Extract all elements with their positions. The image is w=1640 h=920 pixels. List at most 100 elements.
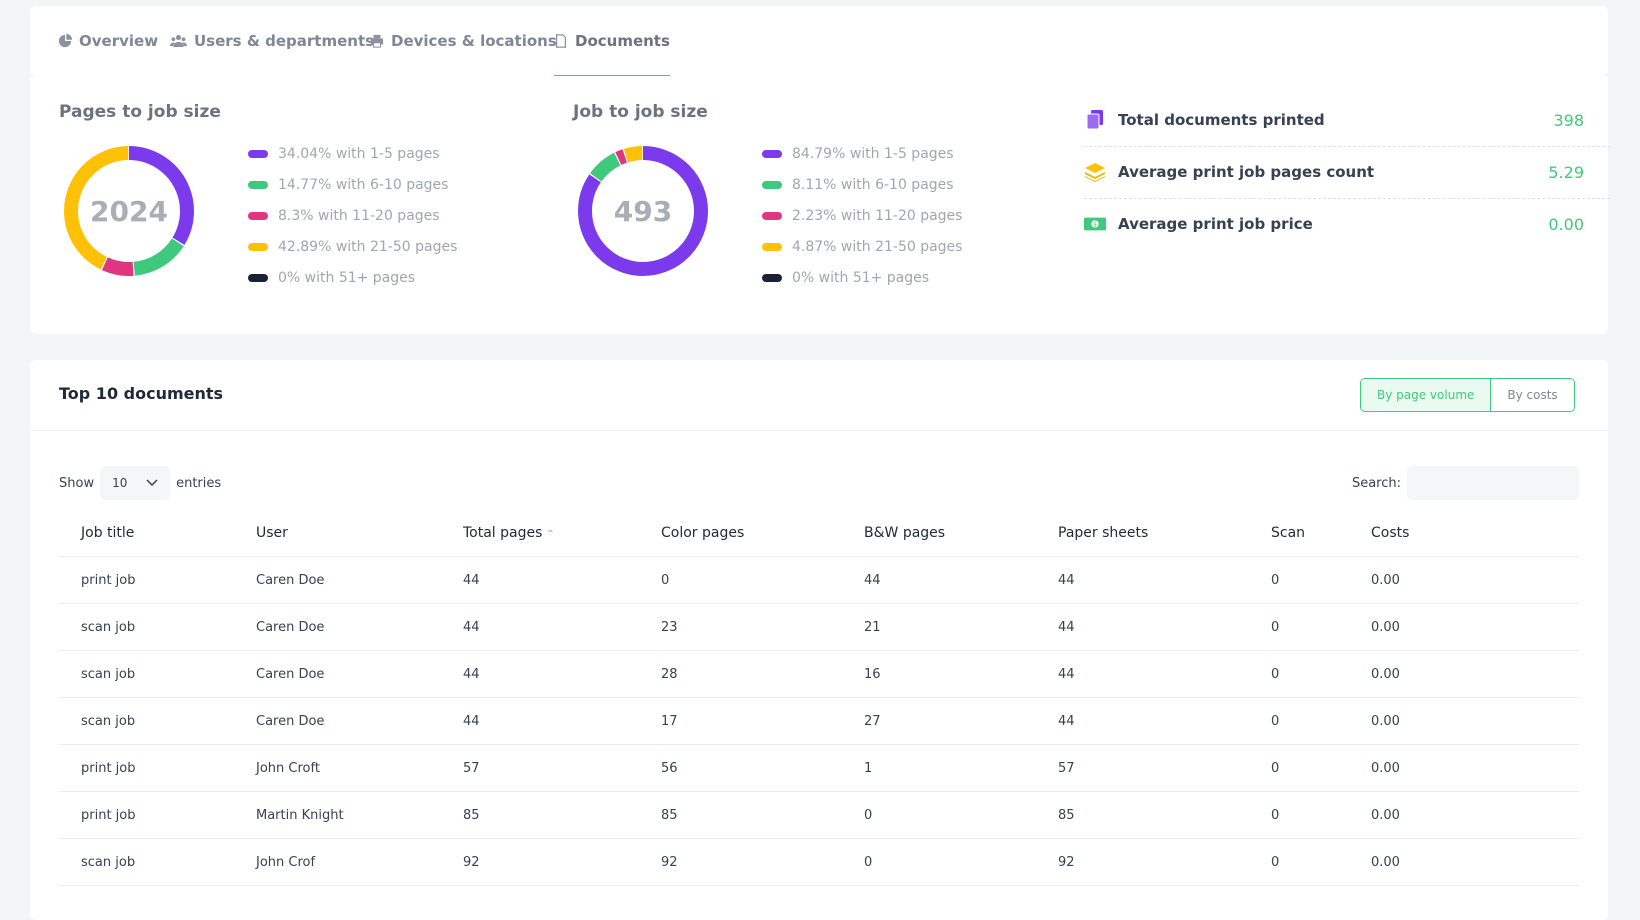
kpi-total-documents: Total documents printed 398 xyxy=(1084,94,1610,147)
column-label: Job title xyxy=(81,525,135,541)
cell-color-pages: 92 xyxy=(639,838,842,886)
cell-total-pages: 57 xyxy=(441,744,639,792)
cell-costs: 0.00 xyxy=(1349,556,1579,604)
cell-paper-sheets: 85 xyxy=(1036,791,1249,839)
cell-user: John Crof xyxy=(234,838,441,886)
documents-stats-panel: Pages to job size 2024 34.04% with 1-5 p… xyxy=(30,76,1610,334)
donut-segment-1-5-pages[interactable] xyxy=(64,146,194,276)
printer-icon xyxy=(370,34,384,48)
cell-job-title: scan job xyxy=(59,838,234,886)
cell-paper-sheets: 44 xyxy=(1036,556,1249,604)
legend-item: 14.77% with 6-10 pages xyxy=(248,169,457,200)
table-row: scan job Caren Doe 44 23 21 44 0 0.00 xyxy=(59,603,1579,651)
legend-item: 84.79% with 1-5 pages xyxy=(762,138,962,169)
pages-to-job-size-title: Pages to job size xyxy=(59,102,221,122)
legend-label: 8.11% with 6-10 pages xyxy=(792,176,954,193)
table-header-row: Job title User Total pages ⌃ Color pages … xyxy=(59,510,1579,557)
legend-item: 2.23% with 11-20 pages xyxy=(762,200,962,231)
kpi-avg-price: $ Average print job price 0.00 xyxy=(1084,198,1610,250)
col-scan[interactable]: Scan xyxy=(1249,510,1349,557)
column-label: Paper sheets xyxy=(1058,525,1149,541)
cell-bw-pages: 27 xyxy=(842,697,1036,745)
cell-job-title: print job xyxy=(59,744,234,792)
tabs-bar: Overview Users & departments Devices & l… xyxy=(30,6,1608,77)
cell-costs: 0.00 xyxy=(1349,744,1579,792)
users-icon xyxy=(170,35,187,47)
jobs-legend: 84.79% with 1-5 pages 8.11% with 6-10 pa… xyxy=(762,138,962,293)
pie-chart-icon xyxy=(58,34,72,48)
cell-job-title: scan job xyxy=(59,697,234,745)
col-job-title[interactable]: Job title xyxy=(59,510,234,557)
table-row: print job Martin Knight 85 85 0 85 0 0.00 xyxy=(59,791,1579,839)
legend-item: 42.89% with 21-50 pages xyxy=(248,231,457,262)
donut-segment-1-5-pages[interactable] xyxy=(578,146,708,276)
document-icon xyxy=(556,34,566,48)
chevron-down-icon xyxy=(146,479,158,487)
cell-scan: 0 xyxy=(1249,697,1349,745)
col-bw-pages[interactable]: B&W pages xyxy=(842,510,1036,557)
legend-swatch xyxy=(248,242,268,251)
column-label: Total pages xyxy=(463,525,543,541)
cell-color-pages: 85 xyxy=(639,791,842,839)
cell-user: Caren Doe xyxy=(234,650,441,698)
legend-swatch xyxy=(248,180,268,189)
legend-label: 14.77% with 6-10 pages xyxy=(278,176,449,193)
col-user[interactable]: User xyxy=(234,510,441,557)
stack-icon xyxy=(1084,161,1106,183)
legend-item: 8.11% with 6-10 pages xyxy=(762,169,962,200)
job-to-job-size-title: Job to job size xyxy=(573,102,708,122)
cell-bw-pages: 44 xyxy=(842,556,1036,604)
cell-job-title: print job xyxy=(59,556,234,604)
by-page-volume-button[interactable]: By page volume xyxy=(1361,379,1492,411)
legend-swatch xyxy=(248,273,268,282)
tab-documents-label: Documents xyxy=(575,32,670,50)
kpi-label: Average print job pages count xyxy=(1118,163,1375,181)
legend-label: 0% with 51+ pages xyxy=(278,269,416,286)
search-label: Search: xyxy=(1351,475,1401,491)
column-label: User xyxy=(256,525,288,541)
cell-scan: 0 xyxy=(1249,838,1349,886)
col-color-pages[interactable]: Color pages xyxy=(639,510,842,557)
cell-color-pages: 56 xyxy=(639,744,842,792)
kpi-value: 5.29 xyxy=(1548,162,1584,182)
cell-job-title: scan job xyxy=(59,603,234,651)
cell-scan: 0 xyxy=(1249,744,1349,792)
tab-overview[interactable]: Overview xyxy=(58,6,158,76)
cell-costs: 0.00 xyxy=(1349,791,1579,839)
table-row: print job Caren Doe 44 0 44 44 0 0.00 xyxy=(59,556,1579,604)
kpi-label: Average print job price xyxy=(1118,215,1313,233)
legend-label: 84.79% with 1-5 pages xyxy=(792,145,954,162)
kpi-value: 398 xyxy=(1553,110,1584,130)
pages-donut-total: 2024 xyxy=(90,195,168,228)
tab-devices-locations[interactable]: Devices & locations xyxy=(370,6,557,76)
col-costs[interactable]: Costs xyxy=(1349,510,1579,557)
donut-segment-11-20-pages[interactable] xyxy=(64,146,194,276)
table-search: Search: xyxy=(1352,466,1579,500)
search-input[interactable] xyxy=(1407,466,1579,500)
col-paper-sheets[interactable]: Paper sheets xyxy=(1036,510,1249,557)
cell-user: Caren Doe xyxy=(234,603,441,651)
tab-overview-label: Overview xyxy=(79,32,159,50)
cell-bw-pages: 16 xyxy=(842,650,1036,698)
col-total-pages[interactable]: Total pages ⌃ xyxy=(441,510,639,557)
divider xyxy=(30,430,1608,431)
cell-bw-pages: 1 xyxy=(842,744,1036,792)
cell-scan: 0 xyxy=(1249,556,1349,604)
money-icon: $ xyxy=(1084,213,1106,235)
show-label: Show xyxy=(59,475,95,491)
cell-paper-sheets: 44 xyxy=(1036,603,1249,651)
entries-select[interactable]: 10 xyxy=(100,466,171,500)
legend-swatch xyxy=(762,211,782,220)
kpi-avg-pages: Average print job pages count 5.29 xyxy=(1084,146,1610,199)
by-costs-button[interactable]: By costs xyxy=(1491,379,1574,411)
table-row: scan job John Crof 92 92 0 92 0 0.00 xyxy=(59,838,1579,886)
donut-segment-21-50-pages[interactable] xyxy=(64,146,194,276)
cell-costs: 0.00 xyxy=(1349,603,1579,651)
top-documents-title: Top 10 documents xyxy=(59,384,224,403)
cell-paper-sheets: 44 xyxy=(1036,650,1249,698)
cell-total-pages: 44 xyxy=(441,697,639,745)
tab-documents[interactable]: Documents xyxy=(554,6,670,77)
entries-label: entries xyxy=(176,475,222,491)
legend-item: 8.3% with 11-20 pages xyxy=(248,200,457,231)
tab-users-departments[interactable]: Users & departments xyxy=(170,6,374,76)
